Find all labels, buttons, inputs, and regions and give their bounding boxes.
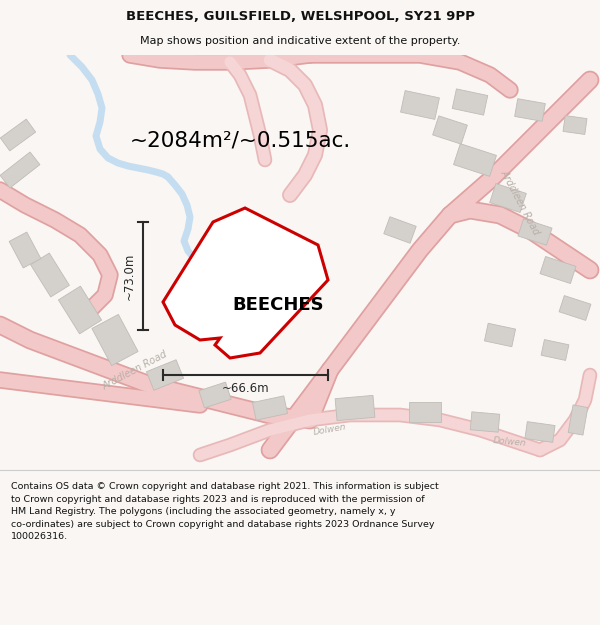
Polygon shape (146, 360, 184, 390)
Polygon shape (384, 217, 416, 243)
Polygon shape (253, 396, 287, 420)
Polygon shape (0, 152, 40, 188)
Polygon shape (568, 405, 588, 435)
Polygon shape (452, 89, 488, 115)
Polygon shape (559, 296, 591, 321)
Polygon shape (9, 232, 41, 268)
Polygon shape (540, 256, 576, 284)
Polygon shape (401, 91, 439, 119)
Polygon shape (92, 314, 138, 366)
Polygon shape (454, 144, 496, 176)
Text: Contains OS data © Crown copyright and database right 2021. This information is : Contains OS data © Crown copyright and d… (11, 482, 439, 541)
Text: Dolwen: Dolwen (493, 436, 527, 448)
Polygon shape (335, 396, 375, 421)
Polygon shape (490, 184, 526, 213)
Polygon shape (484, 323, 515, 347)
Polygon shape (433, 116, 467, 144)
Polygon shape (515, 99, 545, 121)
Text: BEECHES, GUILSFIELD, WELSHPOOL, SY21 9PP: BEECHES, GUILSFIELD, WELSHPOOL, SY21 9PP (125, 10, 475, 23)
Text: BEECHES: BEECHES (232, 296, 324, 314)
Polygon shape (409, 402, 441, 422)
Text: ~2084m²/~0.515ac.: ~2084m²/~0.515ac. (130, 130, 350, 150)
Polygon shape (470, 412, 500, 432)
Polygon shape (518, 219, 552, 245)
Text: Map shows position and indicative extent of the property.: Map shows position and indicative extent… (140, 36, 460, 46)
Polygon shape (525, 422, 555, 442)
Text: Dolwen: Dolwen (313, 422, 347, 437)
Polygon shape (563, 116, 587, 134)
Polygon shape (31, 253, 70, 297)
Text: ~73.0m: ~73.0m (122, 253, 136, 299)
Polygon shape (163, 208, 328, 358)
Polygon shape (541, 339, 569, 361)
Text: Arddleen Road: Arddleen Road (499, 168, 541, 236)
Polygon shape (199, 382, 231, 408)
Polygon shape (1, 119, 35, 151)
Polygon shape (58, 286, 101, 334)
Text: Arddleen Road: Arddleen Road (101, 349, 169, 391)
Text: ~66.6m: ~66.6m (221, 382, 269, 396)
